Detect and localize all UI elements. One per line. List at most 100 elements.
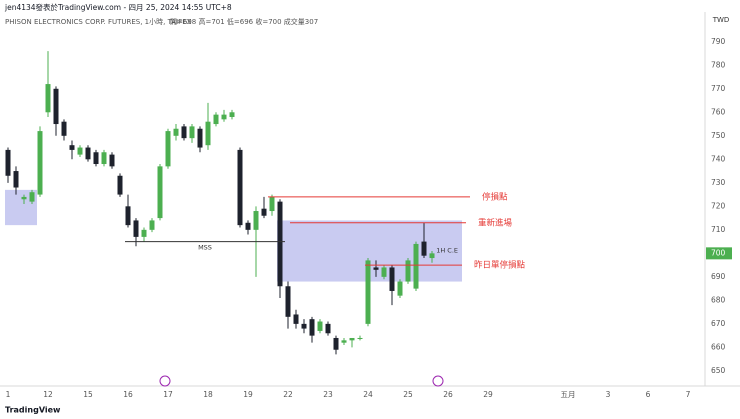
x-tick-label: 1 bbox=[6, 390, 11, 399]
candle-body bbox=[13, 171, 19, 188]
y-tick-label: 660 bbox=[711, 342, 726, 351]
event-icon[interactable] bbox=[432, 375, 444, 387]
candle-body bbox=[405, 260, 411, 282]
y-tick-label: 770 bbox=[711, 84, 726, 93]
candle-body bbox=[381, 267, 387, 277]
candle-body bbox=[29, 192, 35, 202]
candle-body bbox=[221, 114, 227, 120]
candle-body bbox=[261, 208, 267, 216]
candle-body bbox=[205, 121, 211, 146]
candle-body bbox=[237, 149, 243, 226]
candle-body bbox=[45, 84, 51, 113]
candle-body bbox=[61, 121, 67, 136]
candle-body bbox=[21, 196, 27, 200]
candle-body bbox=[389, 267, 395, 291]
x-tick-label: 19 bbox=[243, 390, 253, 399]
candle-body bbox=[229, 112, 235, 117]
x-tick-label: 16 bbox=[123, 390, 133, 399]
byline: jen4134發表於TradingView.com - 四月 25, 2024 … bbox=[4, 2, 232, 12]
candle-body bbox=[133, 220, 139, 237]
y-tick-label: 790 bbox=[711, 37, 726, 46]
x-tick-label: 23 bbox=[323, 390, 333, 399]
candle-body bbox=[37, 131, 43, 195]
x-tick-label: 24 bbox=[363, 390, 373, 399]
candle-body bbox=[85, 147, 91, 160]
x-tick-label: 29 bbox=[483, 390, 493, 399]
x-tick-label: 15 bbox=[83, 390, 93, 399]
candle-body bbox=[101, 152, 107, 165]
candle-body bbox=[301, 323, 307, 329]
candle-body bbox=[157, 166, 163, 219]
x-tick-label: 五月 bbox=[561, 390, 576, 399]
y-tick-label: 780 bbox=[711, 60, 726, 69]
ohlc-info: 開=698 高=701 低=696 收=700 成交量307 bbox=[170, 17, 318, 26]
candle-body bbox=[397, 281, 403, 296]
candle-body bbox=[173, 128, 179, 136]
candle-body bbox=[309, 319, 315, 336]
candle-body bbox=[365, 260, 371, 324]
level-label: MSS bbox=[198, 244, 212, 252]
y-tick-label: 650 bbox=[711, 366, 726, 375]
level-label: 昨日單停損點 bbox=[474, 260, 526, 271]
level-label: 停損點 bbox=[482, 191, 508, 202]
y-tick-label: 690 bbox=[711, 272, 726, 281]
y-tick-label: 730 bbox=[711, 178, 726, 187]
y-tick-label: 750 bbox=[711, 131, 726, 140]
x-tick-label: 26 bbox=[443, 390, 453, 399]
x-tick-label: 6 bbox=[646, 390, 651, 399]
zone-label: 1H C.E bbox=[436, 246, 458, 254]
candle-body bbox=[213, 114, 219, 125]
candle-body bbox=[269, 196, 275, 212]
y-tick-label: 760 bbox=[711, 107, 726, 116]
candle-body bbox=[421, 241, 427, 256]
last-price-label: 700 bbox=[711, 248, 726, 257]
y-tick-label: 670 bbox=[711, 319, 726, 328]
candle-body bbox=[413, 243, 419, 289]
y-tick-label: 740 bbox=[711, 154, 726, 163]
candle-body bbox=[53, 88, 59, 125]
candle-body bbox=[69, 145, 75, 150]
candle-body bbox=[5, 149, 11, 176]
candle-body bbox=[357, 337, 363, 339]
candle-body bbox=[165, 131, 171, 167]
candle-body bbox=[253, 211, 259, 230]
candle-body bbox=[349, 337, 355, 341]
y-tick-label: 720 bbox=[711, 201, 726, 210]
currency: TWD bbox=[712, 16, 730, 24]
candle-body bbox=[117, 175, 123, 195]
x-tick-label: 17 bbox=[163, 390, 173, 399]
candle-body bbox=[429, 253, 435, 259]
candle-body bbox=[373, 267, 379, 270]
candle-body bbox=[285, 286, 291, 317]
y-tick-label: 680 bbox=[711, 295, 726, 304]
symbol: PHISON ELECTRONICS CORP. FUTURES, 1小時, T… bbox=[5, 17, 192, 26]
x-tick-label: 3 bbox=[606, 390, 611, 399]
candle-body bbox=[189, 126, 195, 139]
candle-body bbox=[245, 222, 251, 230]
candle-body bbox=[317, 321, 323, 331]
candle-body bbox=[293, 314, 299, 324]
candle-body bbox=[341, 340, 347, 343]
candle-body bbox=[149, 220, 155, 230]
level-label: 重新進場 bbox=[478, 217, 513, 228]
x-tick-label: 25 bbox=[403, 390, 413, 399]
event-icon[interactable] bbox=[159, 375, 171, 387]
x-tick-label: 18 bbox=[203, 390, 213, 399]
brand: TradingView bbox=[5, 406, 61, 415]
candle-body bbox=[109, 154, 115, 167]
x-tick-label: 12 bbox=[43, 390, 53, 399]
candle-body bbox=[93, 152, 99, 165]
candle-body bbox=[141, 229, 147, 237]
candle-body bbox=[197, 128, 203, 148]
candle-body bbox=[333, 337, 339, 350]
last-price-tag bbox=[706, 247, 732, 260]
y-tick-label: 710 bbox=[711, 225, 726, 234]
candle-body bbox=[325, 323, 331, 334]
x-tick-label: 7 bbox=[686, 390, 691, 399]
candle-body bbox=[277, 201, 283, 287]
candle-body bbox=[125, 206, 131, 226]
x-tick-label: 22 bbox=[283, 390, 293, 399]
candle-body bbox=[181, 126, 187, 139]
